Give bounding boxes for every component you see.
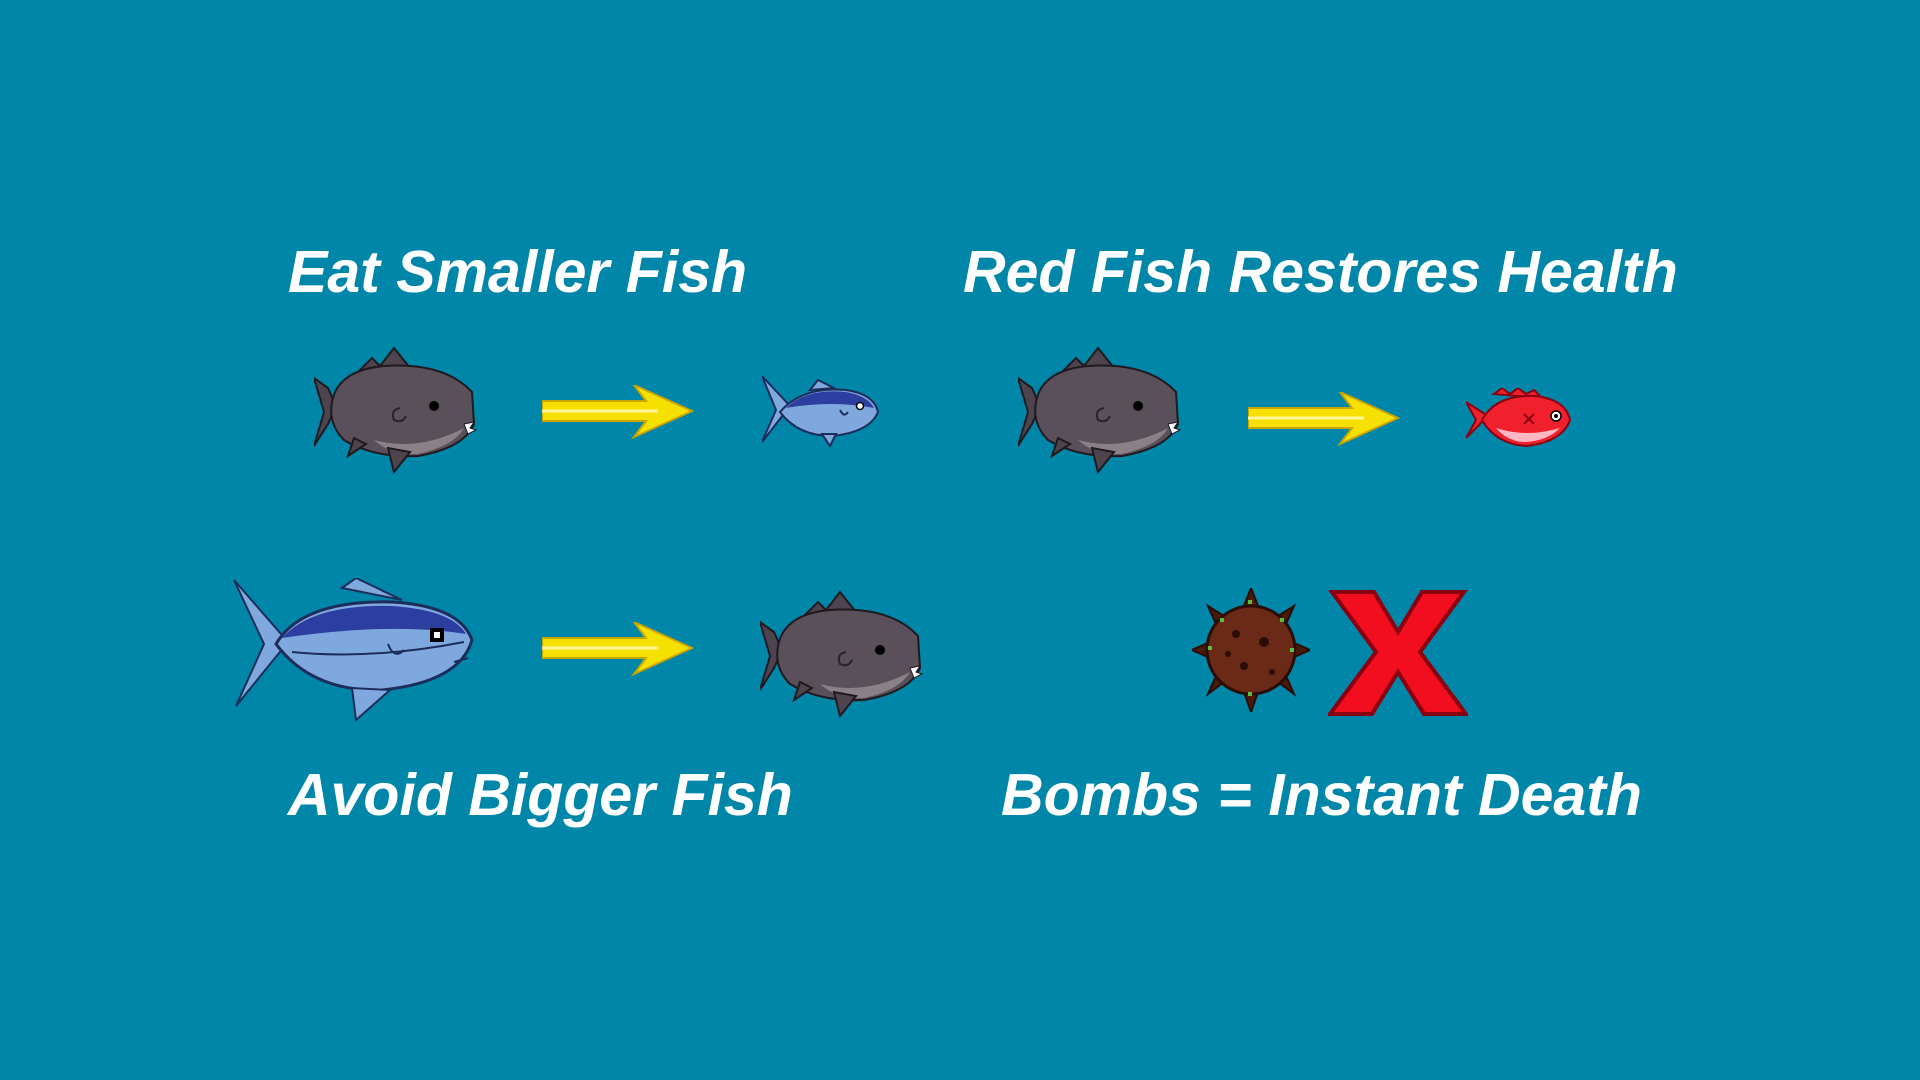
caption-avoid-bigger-fish: Avoid Bigger Fish [288,762,793,828]
red-x-icon [1328,590,1468,716]
shark-icon [760,588,926,722]
arrow-right-icon [542,385,694,441]
arrow-right-icon [1248,392,1400,448]
shark-icon [1018,344,1184,478]
small-blue-fish-icon [762,376,882,448]
red-fish-icon [1466,388,1574,452]
sea-mine-icon [1192,588,1310,712]
arrow-right-icon [542,622,694,678]
shark-icon [314,344,480,478]
caption-bombs-instant-death: Bombs = Instant Death [1001,762,1642,828]
caption-red-fish-restores-health: Red Fish Restores Health [963,239,1678,305]
big-blue-fish-icon [232,578,476,724]
caption-eat-smaller-fish: Eat Smaller Fish [288,239,748,305]
